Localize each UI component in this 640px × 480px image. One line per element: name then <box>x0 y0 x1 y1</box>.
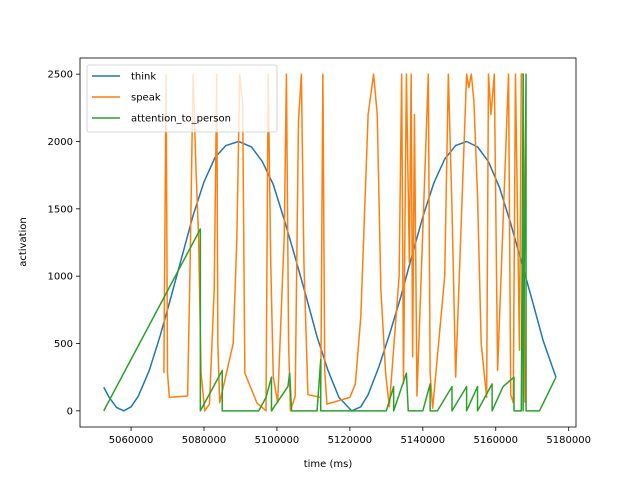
y-tick-label: 1000 <box>48 272 73 283</box>
x-tick-label: 5080000 <box>182 435 227 446</box>
legend-label-speak: speak <box>131 93 161 104</box>
y-tick-label: 2500 <box>48 70 73 81</box>
plot-lines <box>103 73 557 412</box>
x-tick-label: 5180000 <box>546 435 591 446</box>
y-tick-label: 0 <box>67 406 73 417</box>
x-axis-label: time (ms) <box>304 459 353 470</box>
y-tick-label: 2000 <box>48 137 73 148</box>
series-line-attention-to-person <box>103 73 557 412</box>
x-tick-label: 5120000 <box>328 435 373 446</box>
series-line-speak <box>163 73 526 412</box>
legend-label-think: think <box>131 72 156 83</box>
legend-box <box>86 64 278 133</box>
y-axis-ticks: 0 500 1000 1500 2000 2500 <box>48 70 80 417</box>
legend: think speak attention_to_person <box>86 64 278 133</box>
x-tick-label: 5060000 <box>109 435 154 446</box>
y-axis-label: activation <box>18 217 29 267</box>
legend-label-attention-to-person: attention_to_person <box>131 114 231 125</box>
x-tick-label: 5140000 <box>401 435 446 446</box>
y-tick-label: 500 <box>54 339 73 350</box>
x-tick-label: 5160000 <box>473 435 518 446</box>
x-axis-ticks: 5060000 5080000 5100000 5120000 5140000 51600… <box>109 427 591 446</box>
y-tick-label: 1500 <box>48 204 73 215</box>
x-tick-label: 5100000 <box>255 435 300 446</box>
axes-frame <box>79 57 577 428</box>
